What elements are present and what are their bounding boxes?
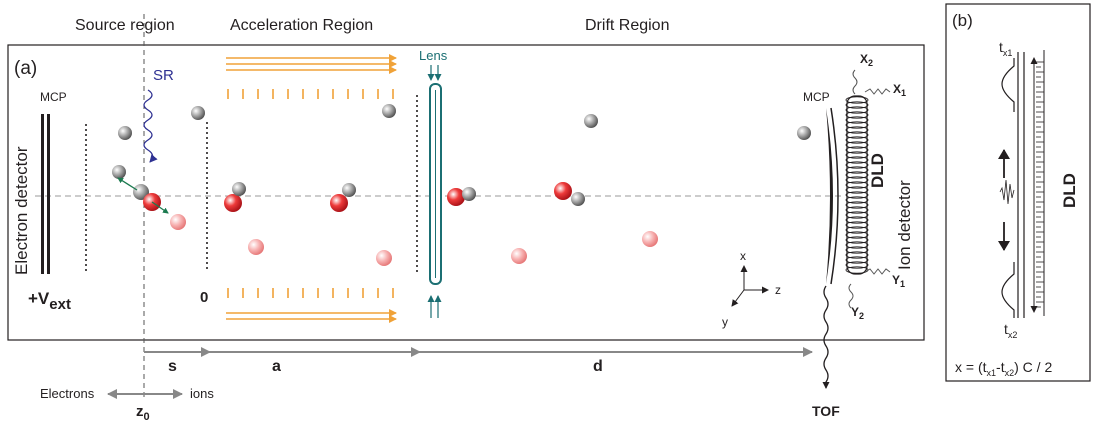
drift-region-title: Drift Region xyxy=(585,17,669,34)
gray-atom xyxy=(382,104,396,118)
dimension-d-label: d xyxy=(593,358,603,375)
tof-signal-trace xyxy=(822,285,830,389)
y2-label: Y2 xyxy=(851,305,864,321)
tof-label: TOF xyxy=(812,403,840,419)
gray-atom xyxy=(797,126,811,140)
red-atom xyxy=(554,182,572,200)
orange-field-arrows-bottom xyxy=(226,309,397,323)
pink-atom xyxy=(170,214,186,230)
electron-mcp-plates xyxy=(41,114,50,274)
gray-atom xyxy=(191,106,205,120)
axis-x-label: x xyxy=(740,249,746,263)
sr-label: SR xyxy=(153,67,174,84)
axis-z-label: z xyxy=(775,283,781,297)
red-atom xyxy=(330,194,348,212)
red-atom xyxy=(224,194,242,212)
acceleration-region-title: Acceleration Region xyxy=(230,17,373,34)
coordinate-axes-icon xyxy=(731,265,769,307)
x2-label: X2 xyxy=(860,52,873,68)
dimension-s-label: s xyxy=(168,358,177,375)
dld-comb-ticks xyxy=(1036,61,1044,308)
lens-top-arrows xyxy=(427,65,442,81)
panel-b-frame xyxy=(945,3,1091,382)
axis-y-label: y xyxy=(722,315,728,329)
z0-label: z0 xyxy=(136,403,150,423)
electrode-rings-top xyxy=(227,89,394,99)
tx1-label: tx1 xyxy=(999,39,1012,58)
ion-detector-label: Ion detector xyxy=(895,180,914,270)
fragment-direction-arrow-2 xyxy=(151,201,169,214)
ion-mcp-plate xyxy=(826,108,833,284)
position-formula: x = (tx1-tx2) C / 2 xyxy=(955,359,1052,378)
pulse-tx1 xyxy=(1001,58,1015,112)
gray-atom xyxy=(571,192,585,206)
ions-label: ions xyxy=(190,386,214,401)
panel-a-frame xyxy=(7,44,925,341)
zero-label: 0 xyxy=(200,289,208,306)
gray-atom xyxy=(112,165,126,179)
electrode-rings-bottom xyxy=(227,288,394,298)
gray-atom xyxy=(118,126,132,140)
y1-label: Y1 xyxy=(892,273,905,289)
tx2-label: tx2 xyxy=(1004,321,1017,340)
lens-label: Lens xyxy=(419,48,448,63)
panel-a-label: (a) xyxy=(14,58,37,79)
molecule-fragments xyxy=(112,104,811,266)
lens-bottom-arrows xyxy=(427,295,442,318)
anode-signal-leads xyxy=(848,69,891,309)
mcp-right-label: MCP xyxy=(803,90,830,104)
pink-atom xyxy=(642,231,658,247)
red-atom xyxy=(447,188,465,206)
vext-label: +Vext xyxy=(28,289,71,313)
pink-atom xyxy=(376,250,392,266)
dld-label-b: DLD xyxy=(1060,173,1079,208)
source-region-title: Source region xyxy=(75,17,175,34)
x1-label: X1 xyxy=(893,82,906,98)
fragment-direction-arrow xyxy=(117,177,138,191)
delay-line-anode xyxy=(845,95,869,275)
mcp-left-label: MCP xyxy=(40,90,67,104)
electron-detector-label: Electron detector xyxy=(12,146,31,275)
pink-atom xyxy=(248,239,264,255)
pink-atom xyxy=(511,248,527,264)
gray-atom xyxy=(462,187,476,201)
sr-photon-icon xyxy=(143,89,158,163)
panel-b-label: (b) xyxy=(952,11,973,30)
dimension-a-label: a xyxy=(272,358,281,375)
dld-label-a: DLD xyxy=(868,153,887,188)
pulse-tx2 xyxy=(1001,262,1015,318)
electrons-label: Electrons xyxy=(40,386,95,401)
orange-field-arrows-top xyxy=(226,54,397,74)
gray-atom xyxy=(133,184,149,200)
gray-atom xyxy=(232,182,246,196)
gray-atom xyxy=(342,183,356,197)
ion-hit-wave xyxy=(999,179,1015,205)
gray-atom xyxy=(584,114,598,128)
